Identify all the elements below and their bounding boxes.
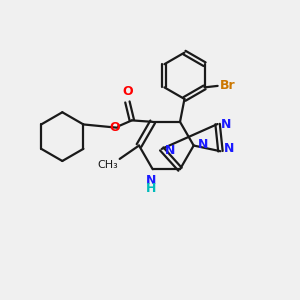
Text: N: N	[165, 144, 175, 157]
Text: O: O	[109, 121, 120, 134]
Text: N: N	[146, 174, 156, 187]
Text: N: N	[220, 118, 231, 130]
Text: N: N	[224, 142, 234, 155]
Text: N: N	[198, 138, 208, 151]
Text: H: H	[146, 182, 156, 195]
Text: O: O	[122, 85, 133, 98]
Text: CH₃: CH₃	[98, 160, 118, 170]
Text: Br: Br	[220, 80, 236, 92]
